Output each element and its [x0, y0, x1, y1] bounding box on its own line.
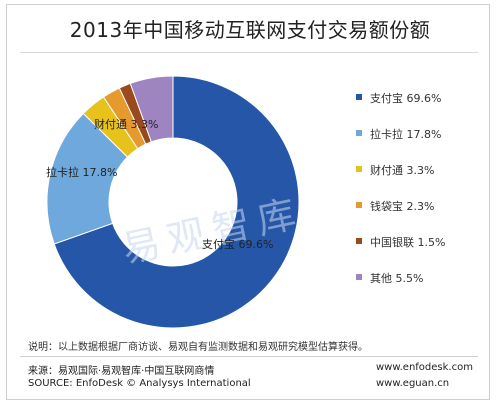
legend-swatch — [356, 202, 362, 208]
url-eguan[interactable]: www.eguan.cn — [376, 378, 450, 389]
slice-label-alipay: 支付宝 69.6% — [202, 238, 274, 251]
legend-item-other: 其他 5.5% — [356, 270, 496, 286]
footnote: 说明：以上数据根据厂商访谈、易观自有监测数据和易观研究模型估算获得。 — [28, 342, 368, 353]
legend-label: 拉卡拉 17.8% — [370, 128, 442, 141]
legend-label: 钱袋宝 2.3% — [370, 200, 435, 213]
legend-item-alipay: 支付宝 69.6% — [356, 90, 496, 106]
legend-label: 支付宝 69.6% — [370, 92, 442, 105]
legend-label: 其他 5.5% — [370, 272, 424, 285]
source-english: SOURCE: EnfoDesk © Analysys Internationa… — [28, 378, 251, 389]
url-enfodesk[interactable]: www.enfodesk.com — [376, 362, 473, 373]
legend-label: 财付通 3.3% — [370, 164, 435, 177]
slice-group — [46, 75, 300, 329]
legend-swatch — [356, 130, 362, 136]
legend-swatch — [356, 238, 362, 244]
slice-other — [129, 75, 174, 143]
title-divider — [20, 52, 478, 53]
legend-swatch — [356, 166, 362, 172]
slice-alipay — [53, 75, 300, 329]
source-chinese: 来源：易观国际·易观智库·中国互联网商情 — [28, 366, 215, 377]
slice-lakala — [46, 112, 129, 245]
footer-divider — [20, 356, 478, 357]
legend-item-qiandaibao: 钱袋宝 2.3% — [356, 198, 496, 214]
legend-item-unionpay: 中国银联 1.5% — [356, 234, 496, 250]
legend-label: 中国银联 1.5% — [370, 236, 446, 249]
chart-title: 2013年中国移动互联网支付交易额份额 — [69, 18, 431, 42]
slice-label-lakala: 拉卡拉 17.8% — [46, 166, 118, 179]
legend-swatch — [356, 94, 362, 100]
legend-item-tenpay: 财付通 3.3% — [356, 162, 496, 178]
legend-swatch — [356, 274, 362, 280]
slice-label-tenpay: 财付通 3.3% — [94, 118, 159, 131]
legend-item-lakala: 拉卡拉 17.8% — [356, 126, 496, 142]
